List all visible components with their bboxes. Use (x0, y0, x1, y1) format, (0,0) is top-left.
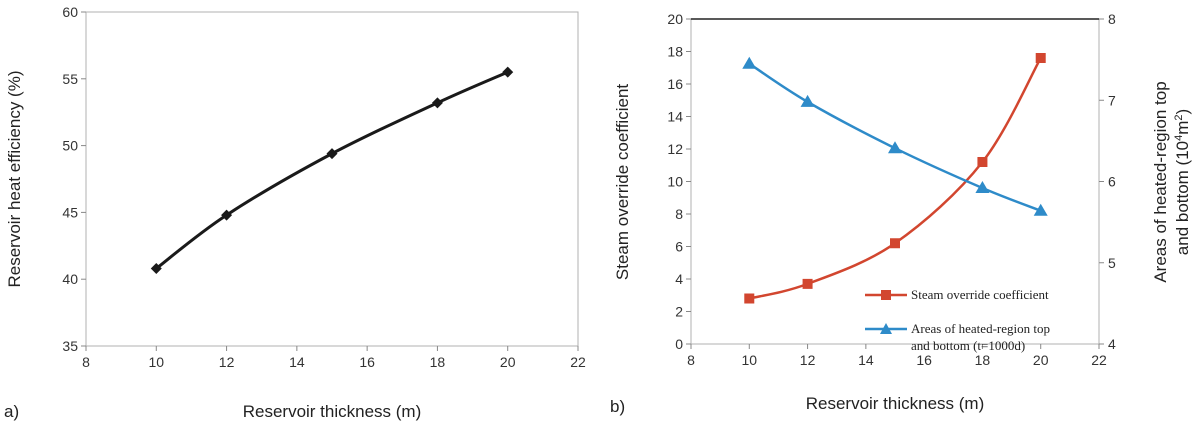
panel-a-y-axis-title: Reservoir heat efficiency (%) (5, 71, 24, 288)
y2-title-sup-b: 2 (1173, 114, 1185, 120)
panel-a-data-point (431, 97, 443, 109)
panel-b-y-tick-label: 4 (675, 271, 683, 287)
panel-b-y-tick-label: 18 (667, 44, 683, 60)
panel-b-x-tick-label: 22 (1091, 352, 1107, 368)
panel-b-x-tick-label: 10 (741, 352, 757, 368)
panel-b-y-tick-label: 2 (675, 304, 683, 320)
panel-b-data-point-steam-override (744, 293, 755, 304)
panel-b-x-tick-label: 16 (916, 352, 932, 368)
panel-b-left-y-axis-title: Steam override coefficient (613, 84, 632, 281)
panel-b-right-y-ticks: 4 5 6 7 8 (1099, 11, 1116, 352)
panel-b-data-point-areas (742, 56, 757, 69)
panel-b-y-tick-label: 8 (675, 206, 683, 222)
y2-title-part-c: ) (1173, 109, 1192, 115)
legend-label-areas-line1: Areas of heated-region top (911, 321, 1050, 336)
panel-a-y-ticks: 35 40 45 50 55 60 (62, 4, 86, 354)
panel-b-data-point-steam-override (802, 278, 813, 289)
panel-b-plot-area (690, 18, 1100, 345)
panel-a-x-tick-label: 18 (430, 354, 446, 370)
panel-b-data-point-steam-override (1035, 53, 1046, 63)
legend-marker-triangle (880, 323, 892, 334)
panel-a-y-tick-label: 45 (62, 204, 78, 220)
panel-a-data-point (221, 209, 233, 221)
legend-item-steam-override: Steam override coefficient (865, 287, 1049, 302)
panel-b-y-tick-label: 10 (667, 174, 683, 190)
panel-a-x-tick-label: 22 (570, 354, 586, 370)
panel-a-data-point (326, 148, 338, 160)
panel-b-series (742, 53, 1048, 304)
panel-b-x-axis-title: Reservoir thickness (m) (806, 394, 985, 413)
panel-a-x-tick-label: 20 (500, 354, 516, 370)
panel-a-y-tick-label: 50 (62, 138, 78, 154)
panel-a-y-tick-label: 55 (62, 71, 78, 87)
legend-label-steam-override: Steam override coefficient (911, 287, 1049, 302)
panel-b-right-y-tick-label: 6 (1108, 174, 1116, 190)
panel-b-right-y-tick-label: 4 (1108, 336, 1116, 352)
panel-b-x-tick-label: 18 (975, 352, 991, 368)
panel-b-data-point-areas (1033, 203, 1048, 216)
panel-a-x-axis-title: Reservoir thickness (m) (243, 402, 422, 421)
panel-b-right-y-tick-label: 8 (1108, 11, 1116, 27)
panel-b-right-y-tick-label: 7 (1108, 92, 1116, 108)
panel-a-x-tick-label: 12 (219, 354, 235, 370)
panel-b-right-y-axis-title-line2: and bottom (104m2) (1173, 109, 1192, 255)
panel-b-data-point-steam-override (890, 238, 900, 249)
panel-a-x-tick-label: 14 (289, 354, 305, 370)
legend-marker-square (881, 290, 891, 300)
panel-b-x-ticks: 8 10 12 14 16 18 20 22 (687, 344, 1107, 368)
legend-label-areas-line2: and bottom (t=1000d) (911, 338, 1025, 353)
panel-a-y-tick-label: 40 (62, 271, 78, 287)
panel-b-y-tick-label: 20 (667, 11, 683, 27)
panel-b-y-tick-label: 0 (675, 336, 683, 352)
panel-b-right-y-tick-label: 5 (1108, 255, 1116, 271)
panel-a-x-tick-label: 16 (359, 354, 375, 370)
panel-b-data-point-areas (800, 94, 815, 107)
panel-a-series (150, 66, 514, 275)
panel-b-data-point-areas (975, 181, 990, 193)
panel-a-y-tick-label: 35 (62, 338, 78, 354)
panel-b-x-tick-label: 14 (858, 352, 874, 368)
legend-item-areas: Areas of heated-region top and bottom (t… (865, 321, 1050, 353)
panel-b-right-y-axis-title-line1: Areas of heated-region top (1151, 81, 1170, 282)
panel-b-label: b) (610, 397, 625, 416)
panel-b-y-tick-label: 12 (667, 141, 683, 157)
panel-a-data-point (150, 263, 162, 275)
y2-title-sup-a: 4 (1173, 135, 1185, 141)
panel-a-data-point (502, 66, 514, 78)
panel-a-x-tick-label: 10 (148, 354, 164, 370)
panel-b-data-point-areas (888, 141, 902, 154)
panel-b-series-line-steam-override (748, 57, 1042, 300)
panel-a-plot-area (85, 11, 579, 347)
panel-a-x-tick-label: 8 (82, 354, 90, 370)
panel-b-left-y-ticks: 0 2 4 6 8 10 12 14 16 18 20 (667, 11, 691, 352)
panel-b-data-point-steam-override (977, 157, 988, 167)
y2-title-part-a: and bottom (10 (1173, 141, 1192, 255)
panel-a-y-tick-label: 60 (62, 4, 78, 20)
panel-a-x-ticks: 8 10 12 14 16 18 20 22 (82, 346, 586, 370)
panel-b-x-tick-label: 12 (800, 352, 816, 368)
y2-title-part-b: m (1173, 121, 1192, 135)
panel-b-x-tick-label: 8 (687, 352, 695, 368)
panel-a: 35 40 45 50 55 60 8 10 12 14 16 18 20 22 Reservoir t… (4, 4, 586, 421)
panel-a-label: a) (4, 402, 19, 421)
panel-b-legend: Steam override coefficient Areas of heat… (865, 287, 1050, 353)
panel-b-y-tick-label: 6 (675, 239, 683, 255)
panel-b-y-tick-label: 14 (667, 109, 683, 125)
panel-b-y-tick-label: 16 (667, 76, 683, 92)
panel-b-x-tick-label: 20 (1033, 352, 1049, 368)
